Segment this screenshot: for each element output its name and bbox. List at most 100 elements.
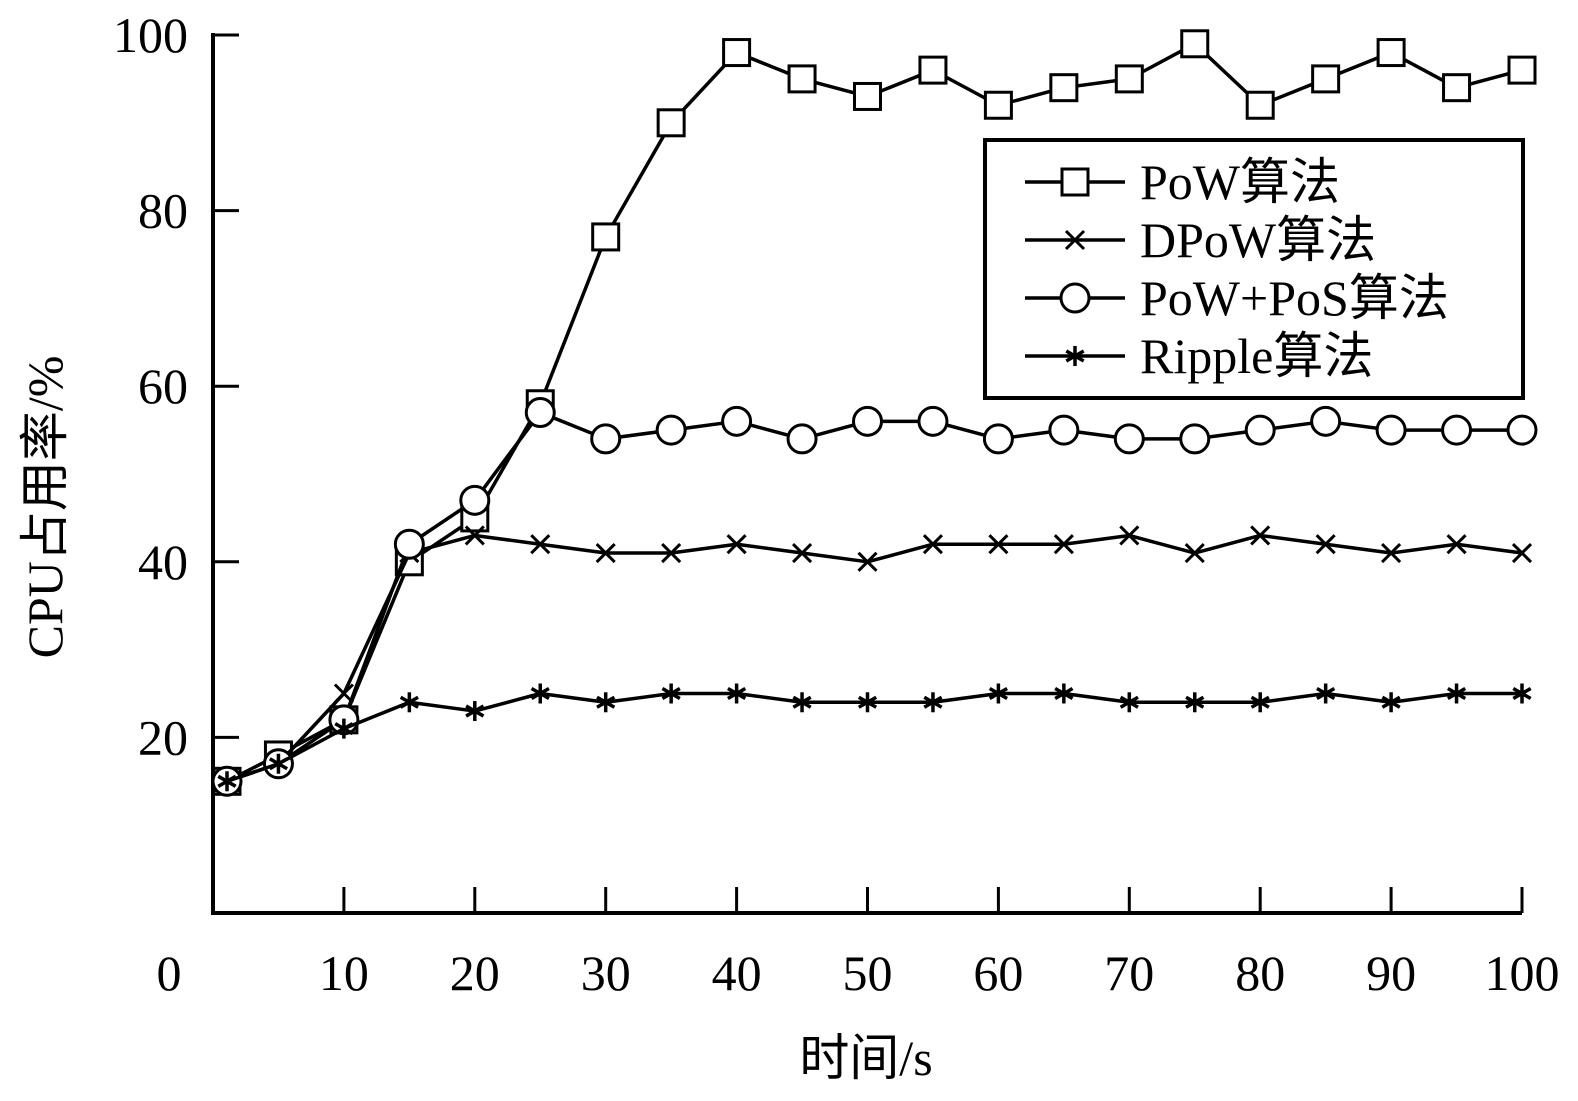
data-point [853,81,882,111]
series-line [226,410,1522,783]
data-point [334,718,354,739]
data-point [1375,414,1407,446]
axes: 0 10 20 30 40 50 60 70 80 90 100 20 40 60 80 100 [113,7,1560,1001]
x-tick-label: 90 [1366,945,1416,1001]
data-point [1113,423,1145,455]
x-tick-label: 100 [1485,945,1560,1001]
data-point [1048,414,1080,446]
data-point [988,683,1008,704]
legend-item: DPoW算法 [1025,212,1376,268]
data-point [465,701,485,722]
x-tick-label: 70 [1104,945,1154,1001]
data-point [661,683,681,704]
data-point [661,542,682,564]
y-tick-label: 100 [113,7,188,63]
legend-label: Ripple算法 [1140,328,1373,384]
data-point [590,423,622,455]
x-tick-label: 80 [1235,945,1285,1001]
data-point [923,692,943,713]
data-point [857,551,878,572]
data-point [524,397,556,429]
data-point [1442,73,1472,103]
data-point [1114,64,1144,94]
data-point [393,528,425,560]
data-point [1310,405,1342,437]
data-point [1054,683,1074,704]
data-point [1185,692,1205,713]
data-point [1507,55,1537,85]
y-tick-label: 80 [138,183,188,239]
data-point [727,683,747,704]
data-point [786,423,818,455]
data-point [464,525,485,546]
data-point [1511,542,1533,564]
data-point [1179,423,1211,455]
data-point [655,414,687,446]
x-tick-label: 10 [319,945,369,1001]
legend-label: PoW+PoS算法 [1140,270,1449,326]
legend-item: PoW算法 [1025,154,1340,210]
data-point [983,90,1013,120]
data-point [217,771,237,792]
x-tick-label: 30 [581,945,631,1001]
data-point [982,423,1014,455]
data-point [1316,683,1336,704]
data-point [722,38,752,68]
x-axis-title: 时间/s [799,1030,932,1086]
data-point [721,405,753,437]
legend-item: Ripple算法 [1025,328,1373,384]
data-point [1506,414,1538,446]
y-axis-title: CPU占用率/% [17,356,73,659]
data-point [1180,29,1210,59]
data-point [1311,64,1341,94]
series-layer [211,29,1538,797]
data-point [852,405,883,437]
data-point [1184,542,1205,564]
data-point [787,64,817,94]
legend-marker [1059,282,1091,314]
data-point [1381,692,1401,713]
data-point [596,692,616,713]
legend-label: PoW算法 [1140,154,1340,210]
data-point [591,222,621,252]
x-tick-label: 20 [450,945,500,1001]
x-tick-label: 60 [973,945,1023,1001]
data-point [791,542,813,564]
data-point [268,753,289,774]
data-point [857,692,878,713]
data-point [1381,542,1402,564]
data-point [726,534,747,555]
data-point [1446,534,1467,555]
data-point [918,55,948,85]
data-point [656,108,686,138]
data-point [530,534,551,555]
data-point [792,692,812,713]
data-point [922,534,944,555]
x-tick-label: 50 [843,945,893,1001]
x-tick-label: 40 [712,945,762,1001]
data-point [1244,414,1276,446]
y-tick-label: 20 [138,709,188,765]
y-tick-label: 60 [138,358,188,414]
data-point [459,484,491,516]
data-point [988,534,1009,555]
data-point [1119,525,1140,546]
legend-marker [1065,346,1085,366]
data-point [1245,90,1275,120]
data-point [1119,692,1139,713]
data-point [399,692,419,713]
data-point [1315,534,1336,555]
series-2 [211,397,1538,797]
data-point [1512,683,1532,704]
data-point [1446,683,1467,704]
data-point [1053,534,1074,555]
legend-item: PoW+PoS算法 [1025,270,1449,326]
data-point [1250,692,1270,713]
y-tick-label: 40 [138,534,188,590]
data-point [1376,38,1406,68]
legend-label: DPoW算法 [1140,212,1376,268]
data-point [530,683,550,704]
data-point [917,405,949,437]
